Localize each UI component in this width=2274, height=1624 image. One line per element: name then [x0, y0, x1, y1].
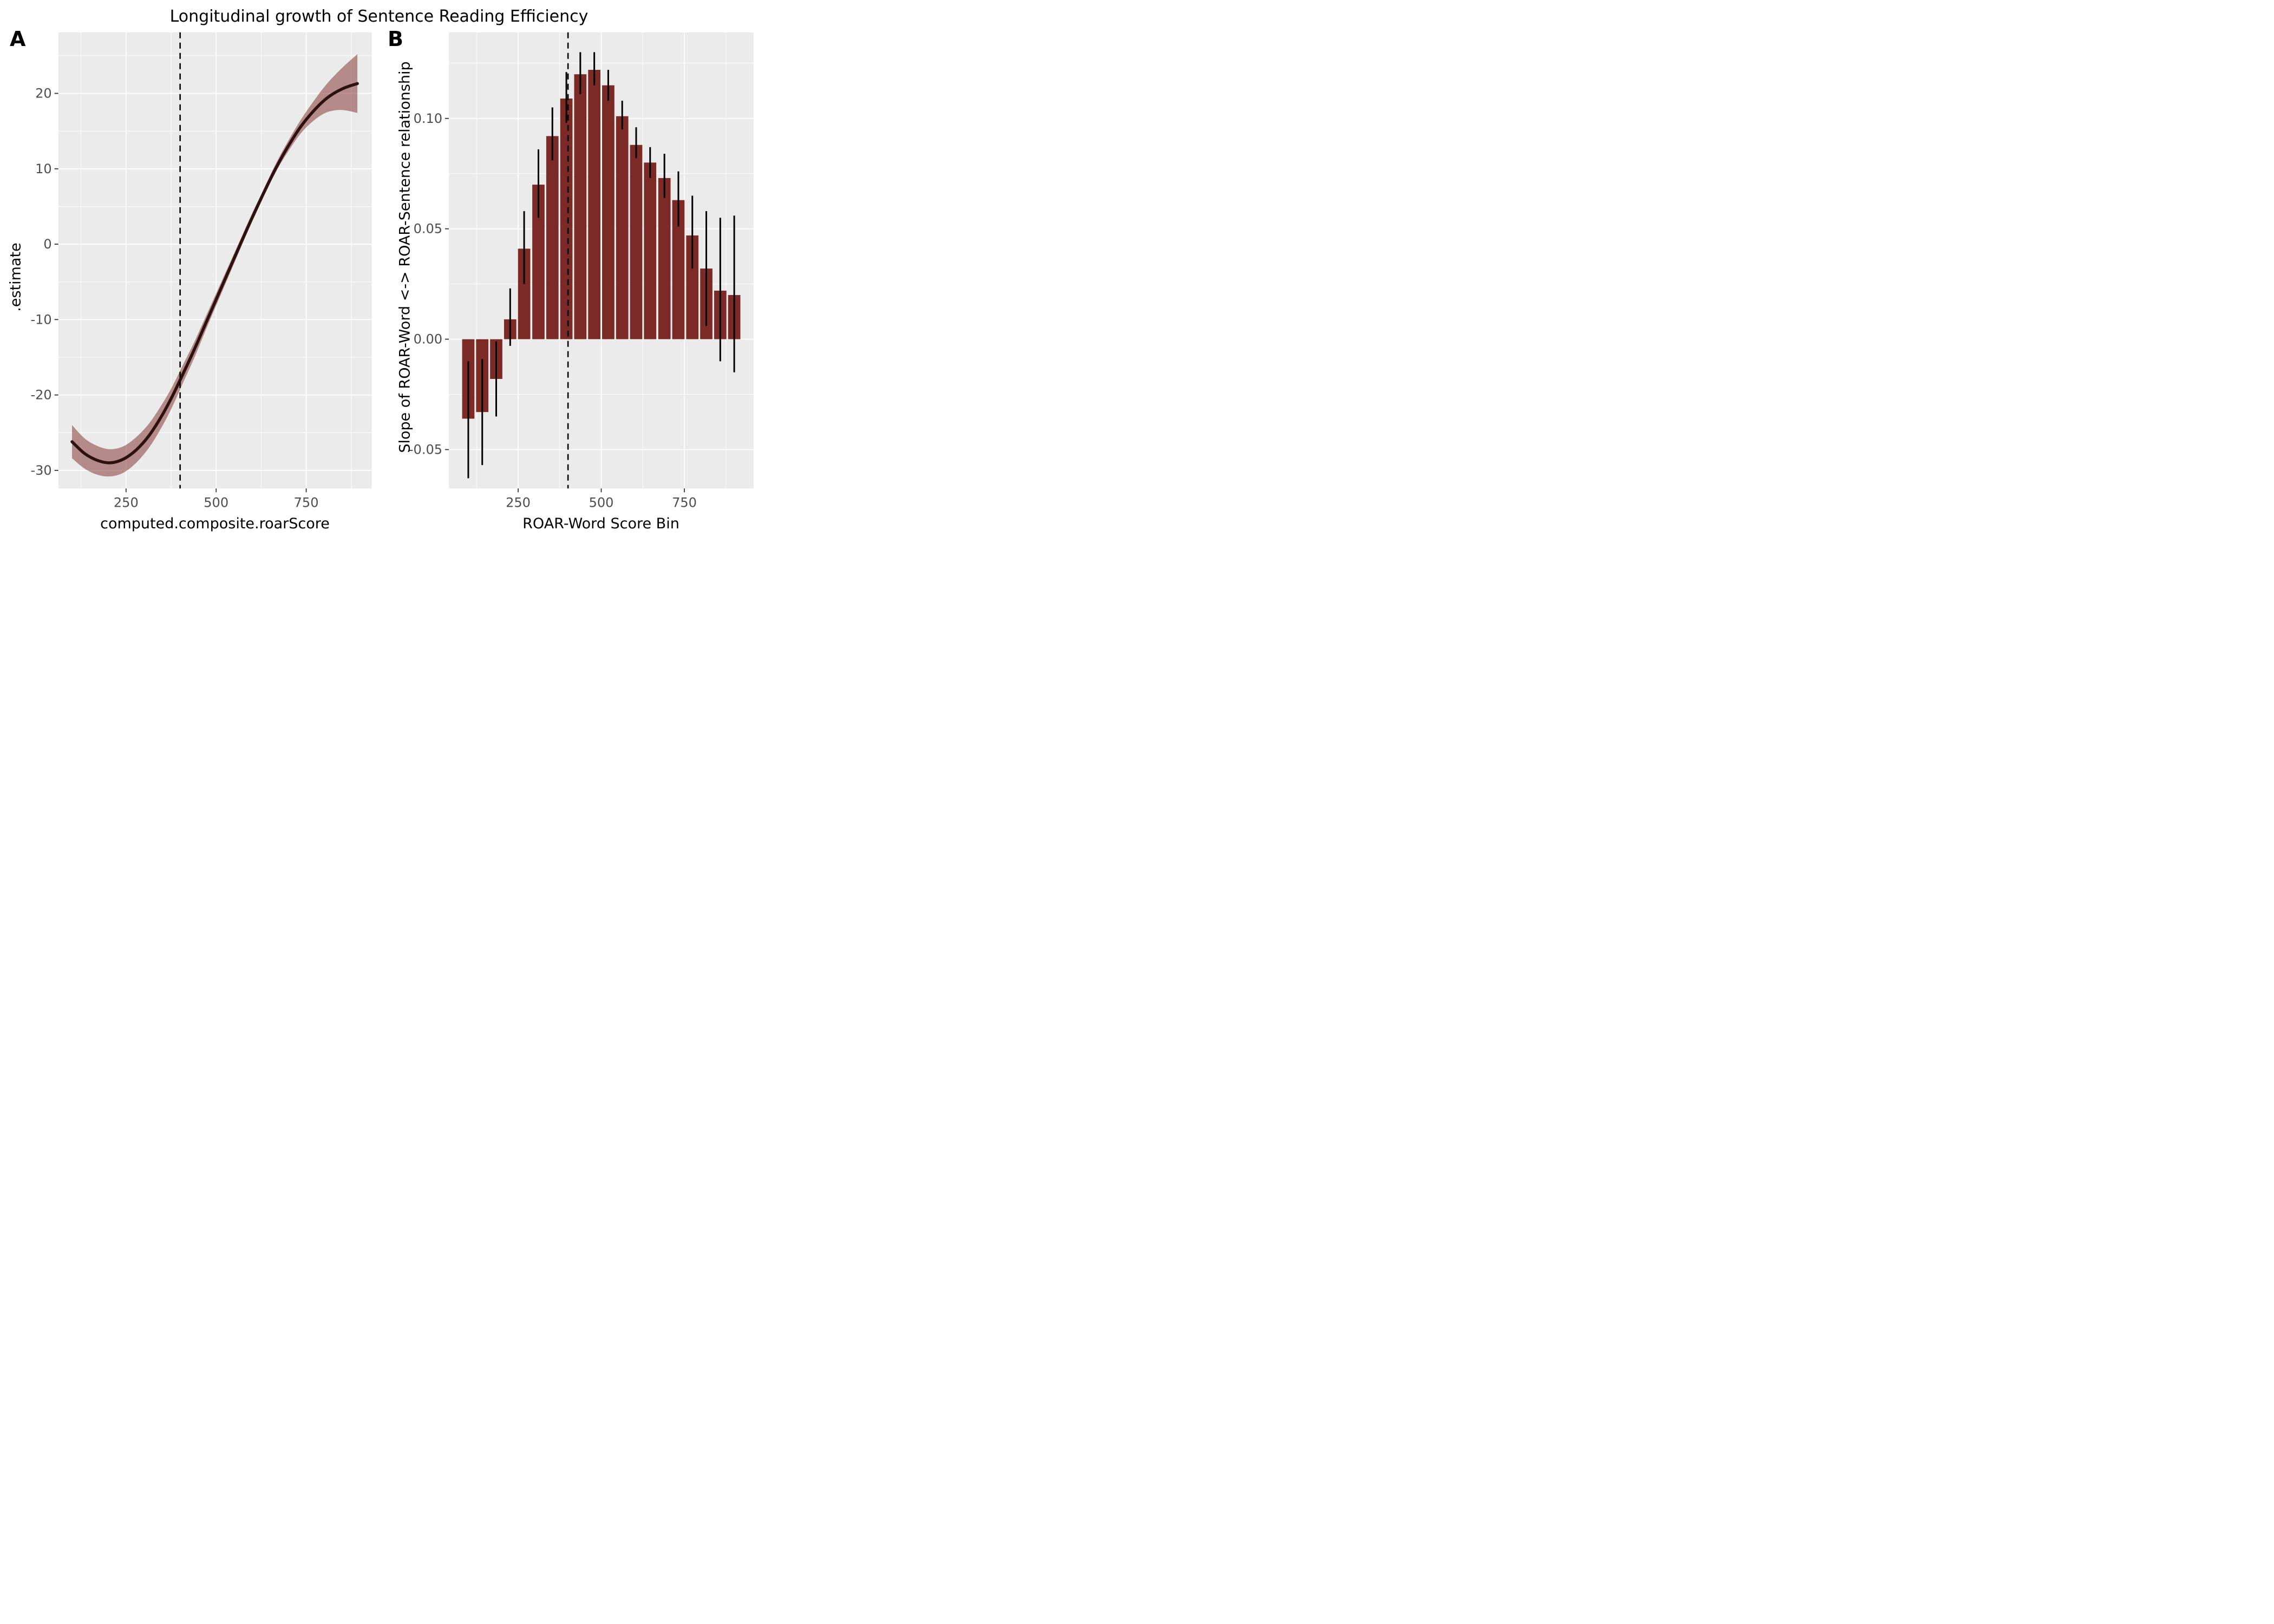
main-title: Longitudinal growth of Sentence Reading …: [169, 7, 589, 26]
slope-bar: [658, 178, 671, 339]
panel-b-x-tick-label: 750: [672, 495, 697, 510]
estimate-curve: [70, 82, 359, 464]
panel-a-y-tick-label: -20: [30, 388, 51, 403]
panel-a-y-tick-label: 10: [35, 161, 52, 176]
panel-b-x-axis-title: ROAR-Word Score Bin: [522, 515, 679, 532]
slope-bar: [644, 162, 657, 339]
panel-b-x-tick-label: 500: [589, 495, 614, 510]
slope-bar: [546, 136, 559, 339]
panel-a-y-tick-label: 0: [43, 237, 51, 252]
panel-a-x-axis-title: computed.composite.roarScore: [100, 515, 330, 532]
slope-bar: [630, 145, 643, 339]
panel-b-y-tick-label: 0.05: [414, 221, 442, 237]
slope-bar: [686, 235, 699, 339]
slope-bar: [588, 70, 600, 339]
panel-b-letter: B: [388, 27, 403, 51]
panel-a-y-tick-label: -30: [30, 463, 51, 478]
slope-bar: [560, 99, 573, 339]
slope-bar: [616, 116, 629, 339]
panel-b-y-tick-label: 0.10: [414, 111, 442, 126]
panel-b-y-axis-title: Slope of ROAR-Word <-> ROAR-Sentence rel…: [396, 61, 414, 453]
slope-bar: [602, 85, 615, 339]
figure: 250 500 750 20 10 0 -10 -20 -30 250 500 750 0.10 0.05…: [0, 0, 758, 541]
slope-bar: [574, 74, 587, 339]
figure-canvas: 250 500 750 20 10 0 -10 -20 -30 250 500 750 0.10 0.05…: [30, 32, 754, 510]
panel-b-y-tick-label: 0.00: [414, 332, 442, 347]
panel-a-y-tick-label: -10: [30, 312, 51, 327]
panel-a-x-tick-label: 250: [114, 495, 139, 510]
panel-a-letter: A: [10, 27, 26, 51]
slope-bar: [532, 185, 545, 339]
panel-a-y-tick-label: 20: [35, 86, 52, 101]
panel-a-y-axis-title: .estimate: [7, 243, 24, 312]
slope-bar: [672, 200, 685, 339]
panel-b-x-tick-label: 250: [506, 495, 531, 510]
panel-a-x-tick-label: 500: [204, 495, 228, 510]
slope-bar: [518, 248, 531, 339]
panel-a-x-tick-label: 750: [294, 495, 319, 510]
panel-b-y-tick-label: -0.05: [409, 442, 442, 457]
